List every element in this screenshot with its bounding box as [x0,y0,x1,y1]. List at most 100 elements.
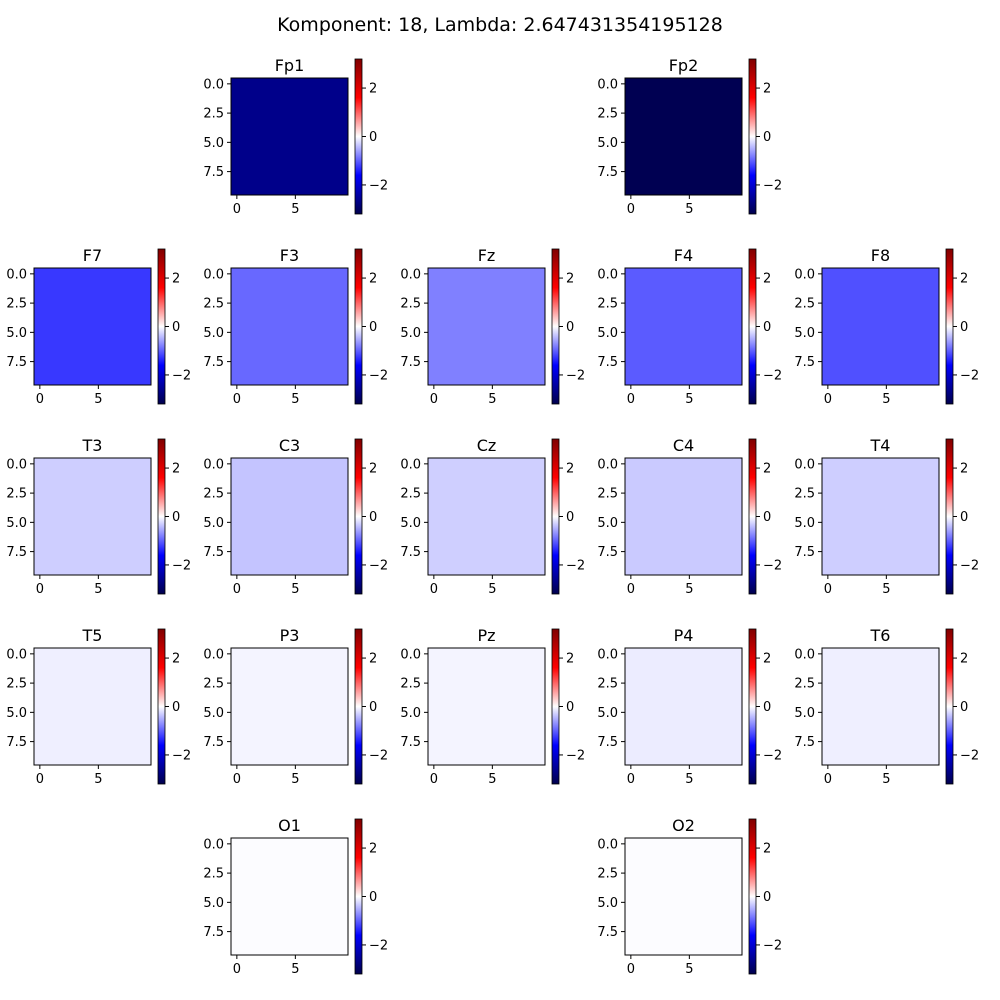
y-tick-label: 2.5 [597,677,618,692]
colorbar-tick-label: 0 [369,700,377,715]
x-tick-label: 0 [233,202,241,217]
heatmap-cell [33,267,152,386]
panel-p3: P3 0 5 0.0 2.5 5.0 7.5 2 0 −2 [203,626,388,787]
y-tick-label: 7.5 [794,735,815,750]
y-tick-label: 7.5 [203,355,224,370]
y-tick-label: 2.5 [6,677,27,692]
y-tick-label: 2.5 [203,107,224,122]
x-tick-label: 5 [291,962,299,977]
y-tick-label: 0.0 [203,837,224,852]
y-tick-label: 2.5 [6,487,27,502]
colorbar-tick-label: 2 [566,462,574,477]
x-tick-label: 0 [627,962,635,977]
colorbar-tick-label: 2 [566,272,574,287]
x-tick-label: 5 [685,202,693,217]
panel-title: P3 [280,626,300,645]
y-tick-label: 7.5 [400,355,421,370]
panel-o2: O2 0 5 0.0 2.5 5.0 7.5 2 0 −2 [597,816,782,977]
colorbar-tick-label: −2 [960,558,979,573]
y-tick-label: 5.0 [400,516,421,531]
panel-title: T3 [82,436,103,455]
colorbar [157,438,166,595]
y-tick-label: 5.0 [203,516,224,531]
x-tick-label: 0 [233,392,241,407]
colorbar-tick-label: 0 [960,700,968,715]
heatmap-cell [230,647,349,766]
colorbar-tick-label: −2 [763,558,782,573]
y-tick-label: 7.5 [203,925,224,940]
y-tick-label: 2.5 [794,487,815,502]
colorbar-tick-label: 2 [763,82,771,97]
colorbar [354,58,363,215]
x-tick-label: 0 [233,962,241,977]
panel-f8: F8 0 5 0.0 2.5 5.0 7.5 2 0 −2 [794,246,979,407]
colorbar-tick-label: −2 [172,368,191,383]
colorbar-tick-label: 0 [566,320,574,335]
heatmap-cell [230,837,349,956]
colorbar [748,58,757,215]
y-tick-label: 0.0 [400,457,421,472]
colorbar-tick-label: 0 [566,700,574,715]
colorbar [748,818,757,975]
x-tick-label: 5 [685,582,693,597]
x-tick-label: 5 [488,582,496,597]
x-tick-label: 5 [882,772,890,787]
colorbar-tick-label: 2 [960,272,968,287]
y-tick-label: 7.5 [6,545,27,560]
colorbar-tick-label: 2 [172,272,180,287]
y-tick-label: 5.0 [794,706,815,721]
y-tick-label: 2.5 [597,107,618,122]
y-tick-label: 0.0 [400,267,421,282]
x-tick-label: 0 [233,582,241,597]
panel-title: F7 [83,246,102,265]
colorbar-tick-label: −2 [763,748,782,763]
x-tick-label: 0 [824,582,832,597]
colorbar [157,628,166,785]
x-tick-label: 5 [685,772,693,787]
colorbar-tick-label: 0 [369,510,377,525]
heatmap-cell [33,457,152,576]
colorbar-tick-label: −2 [172,748,191,763]
heatmap-cell [230,457,349,576]
y-tick-label: 0.0 [203,647,224,662]
panel-f3: F3 0 5 0.0 2.5 5.0 7.5 2 0 −2 [203,246,388,407]
heatmap-cell [821,267,940,386]
colorbar-tick-label: 2 [369,462,377,477]
x-tick-label: 0 [430,772,438,787]
colorbar-tick-label: −2 [369,938,388,953]
x-tick-label: 0 [36,392,44,407]
y-tick-label: 7.5 [597,545,618,560]
panel-title: T6 [870,626,891,645]
colorbar-tick-label: −2 [763,368,782,383]
y-tick-label: 0.0 [6,647,27,662]
y-tick-label: 0.0 [597,837,618,852]
colorbar [748,628,757,785]
colorbar-tick-label: 2 [763,272,771,287]
colorbar-tick-label: 0 [763,320,771,335]
colorbar-tick-label: −2 [566,368,585,383]
x-tick-label: 0 [430,582,438,597]
panel-fp1: Fp1 0 5 0.0 2.5 5.0 7.5 2 0 −2 [203,56,388,217]
x-tick-label: 0 [627,202,635,217]
panel-title: T4 [870,436,891,455]
panel-title: F3 [280,246,299,265]
y-tick-label: 5.0 [6,326,27,341]
y-tick-label: 2.5 [597,297,618,312]
figure-title: Komponent: 18, Lambda: 2.647431354195128 [277,14,723,36]
x-tick-label: 0 [627,772,635,787]
x-tick-label: 0 [36,582,44,597]
colorbar-tick-label: 0 [172,320,180,335]
y-tick-label: 2.5 [597,867,618,882]
colorbar-tick-label: 0 [369,890,377,905]
panel-title: P4 [674,626,694,645]
panel-pz: Pz 0 5 0.0 2.5 5.0 7.5 2 0 −2 [400,626,585,787]
y-tick-label: 7.5 [203,165,224,180]
heatmap-cell [624,77,743,196]
y-tick-label: 5.0 [597,896,618,911]
colorbar-tick-label: 2 [172,462,180,477]
colorbar [748,438,757,595]
colorbar-tick-label: 0 [369,320,377,335]
y-tick-label: 7.5 [597,355,618,370]
colorbar-tick-label: −2 [369,368,388,383]
colorbar-tick-label: 0 [763,130,771,145]
